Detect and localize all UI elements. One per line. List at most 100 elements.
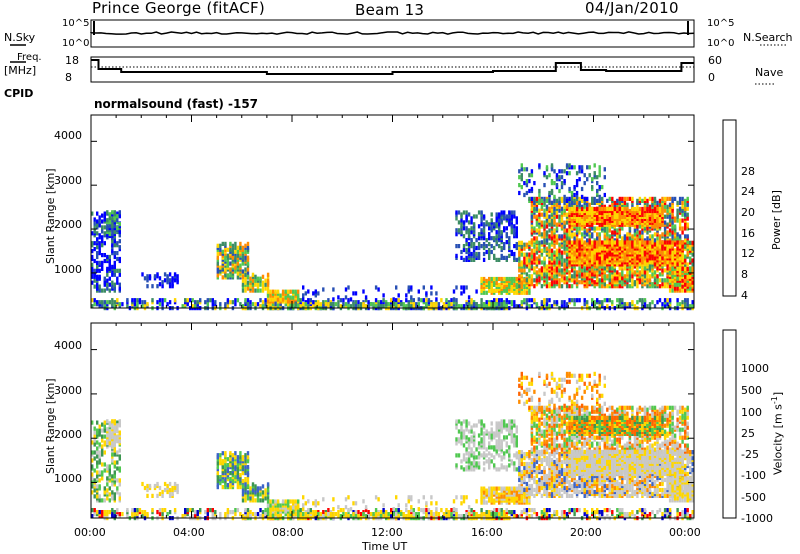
- power-cell: [636, 206, 639, 212]
- power-cell: [628, 274, 632, 279]
- power-cell: [550, 242, 554, 247]
- power-cell: [525, 290, 529, 295]
- power-cell: [555, 248, 559, 253]
- power-cell: [611, 216, 614, 221]
- velocity-cell: [498, 512, 501, 517]
- power-cell: [103, 215, 106, 220]
- power-cell: [513, 282, 516, 287]
- power-cell: [668, 298, 672, 303]
- power-cell: [570, 226, 574, 231]
- power-cell: [317, 302, 320, 307]
- power-cell: [658, 278, 662, 283]
- power-cell: [126, 304, 129, 309]
- power-cell: [500, 218, 503, 223]
- power-cell: [570, 240, 574, 245]
- power-cell: [156, 284, 159, 289]
- power-cell: [455, 285, 458, 290]
- power-cell: [684, 304, 687, 309]
- power-cell: [284, 289, 287, 294]
- power-cell: [684, 254, 687, 259]
- power-cell: [689, 256, 692, 261]
- power-cell: [568, 163, 571, 168]
- power-cell: [641, 206, 644, 212]
- power-cell: [254, 288, 257, 293]
- power-cell: [498, 282, 501, 287]
- power-cell: [475, 289, 478, 294]
- power-cell: [116, 214, 119, 219]
- power-cell: [246, 271, 250, 276]
- power-cell: [477, 224, 481, 229]
- power-cell: [284, 299, 287, 304]
- power-cell: [608, 206, 611, 212]
- power-cell: [485, 278, 488, 283]
- power-cell: [661, 278, 664, 283]
- power-cell: [535, 222, 539, 227]
- power-cell: [525, 179, 529, 184]
- power-cell: [518, 169, 521, 174]
- power-cell: [593, 258, 596, 263]
- power-cell: [560, 210, 564, 215]
- power-cell: [575, 183, 579, 188]
- power-cell: [691, 240, 694, 245]
- power-cell: [543, 224, 546, 229]
- power-cell: [548, 190, 551, 196]
- power-cell: [606, 240, 609, 245]
- velocity-cell: [226, 514, 230, 519]
- power-cell: [593, 226, 596, 231]
- power-cell: [382, 298, 385, 303]
- power-cell: [621, 282, 624, 287]
- power-cell: [570, 284, 574, 289]
- power-cell: [256, 302, 260, 307]
- power-cell: [101, 225, 104, 230]
- velocity-cell: [528, 514, 531, 519]
- power-cell: [472, 242, 476, 247]
- power-cell: [289, 289, 292, 294]
- power-cell: [493, 276, 496, 282]
- velocity-cell: [505, 508, 508, 513]
- power-cell: [518, 284, 521, 289]
- power-cell: [570, 165, 574, 170]
- power-cell: [329, 302, 333, 307]
- power-cell: [661, 196, 664, 201]
- power-cell: [244, 243, 247, 248]
- power-cell: [470, 244, 473, 249]
- power-cell: [488, 247, 491, 253]
- power-cell: [641, 298, 644, 303]
- power-cell: [91, 262, 94, 267]
- power-cell: [495, 222, 498, 227]
- power-cell: [523, 246, 526, 251]
- power-cell: [636, 300, 639, 305]
- power-cell: [342, 298, 345, 303]
- power-cell: [322, 304, 325, 309]
- power-cell: [460, 291, 463, 296]
- power-cell: [563, 220, 566, 225]
- power-cell: [533, 196, 536, 201]
- power-cell: [540, 212, 544, 217]
- power-cell: [490, 249, 493, 255]
- power-cell: [523, 268, 526, 273]
- power-cell: [545, 212, 549, 217]
- power-cell: [271, 302, 275, 307]
- power-cell: [550, 274, 554, 279]
- power-cell: [482, 242, 486, 247]
- power-cell: [578, 177, 581, 182]
- power-cell: [681, 252, 684, 257]
- power-cell: [575, 298, 579, 303]
- velocity-cell: [113, 510, 116, 515]
- velocity-cell: [206, 508, 209, 513]
- power-cell: [530, 304, 534, 309]
- power-cell: [382, 293, 385, 298]
- power-cell: [563, 262, 566, 267]
- power-cell: [493, 253, 496, 258]
- power-cell: [673, 270, 677, 275]
- power-cell: [528, 274, 531, 279]
- power-cell: [663, 236, 667, 241]
- power-cell: [422, 298, 425, 303]
- power-cell: [558, 208, 561, 213]
- power-cell: [673, 242, 677, 247]
- power-cell: [623, 196, 627, 201]
- power-cell: [686, 262, 689, 267]
- power-cell: [573, 198, 576, 203]
- power-cell: [493, 222, 496, 227]
